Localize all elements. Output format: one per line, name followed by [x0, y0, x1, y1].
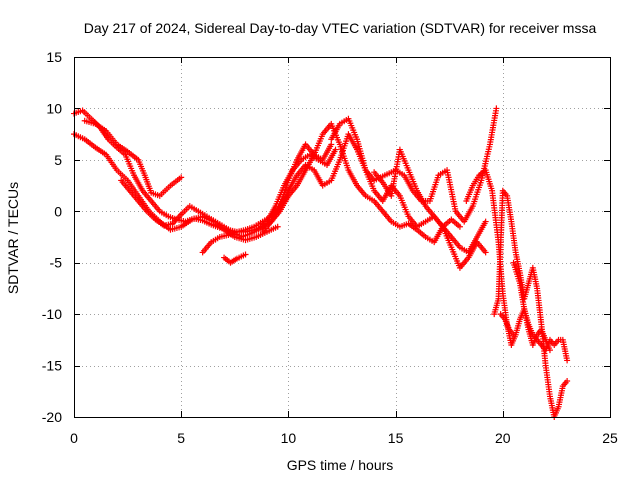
data-point	[546, 347, 553, 354]
x-tick-label: 10	[281, 430, 297, 446]
series-track-3	[81, 117, 185, 199]
chart-title: Day 217 of 2024, Sidereal Day-to-day VTE…	[84, 20, 597, 36]
y-tick-label: -10	[42, 306, 62, 322]
y-tick-label: -15	[42, 358, 62, 374]
data-point	[482, 249, 489, 256]
data-point	[482, 218, 489, 225]
x-tick-label: 20	[495, 430, 511, 446]
data-point	[510, 331, 517, 338]
series-track-8	[268, 141, 335, 225]
series-track-5	[199, 120, 463, 256]
series-track-10	[371, 146, 489, 271]
plot-frame	[74, 57, 611, 418]
tick-labels: 0 5 10 15 20 25 -20 -15 -10 -5 0 5 10 15	[42, 49, 618, 446]
series-track-6	[221, 251, 249, 266]
data-point	[564, 378, 571, 384]
y-axis-label: SDTVAR / TECUs	[5, 182, 21, 294]
y-tick-label: -5	[50, 255, 63, 271]
series-track-13	[510, 259, 553, 354]
y-tick-label: 0	[54, 203, 62, 219]
series-track-14	[497, 311, 517, 338]
data-point	[332, 146, 339, 153]
data-point	[178, 174, 185, 181]
x-tick-label: 5	[177, 430, 185, 446]
x-tick-label: 25	[602, 430, 618, 446]
y-tick-label: 15	[46, 49, 62, 65]
data-point	[242, 251, 249, 258]
data-point	[274, 223, 281, 230]
axis-ticks	[74, 57, 611, 418]
data-point	[493, 105, 500, 112]
x-tick-label: 15	[388, 430, 404, 446]
data-points	[71, 105, 571, 420]
data-point	[456, 223, 463, 230]
x-axis-label: GPS time / hours	[287, 457, 394, 473]
data-point	[564, 357, 571, 364]
y-tick-label: 10	[46, 100, 62, 116]
series-track-9	[328, 105, 500, 225]
series-track-7	[259, 131, 489, 256]
grid	[74, 57, 610, 417]
y-tick-label: 5	[54, 152, 62, 168]
data-point	[328, 141, 335, 148]
y-tick-label: -20	[42, 409, 62, 425]
x-tick-label: 0	[70, 430, 78, 446]
